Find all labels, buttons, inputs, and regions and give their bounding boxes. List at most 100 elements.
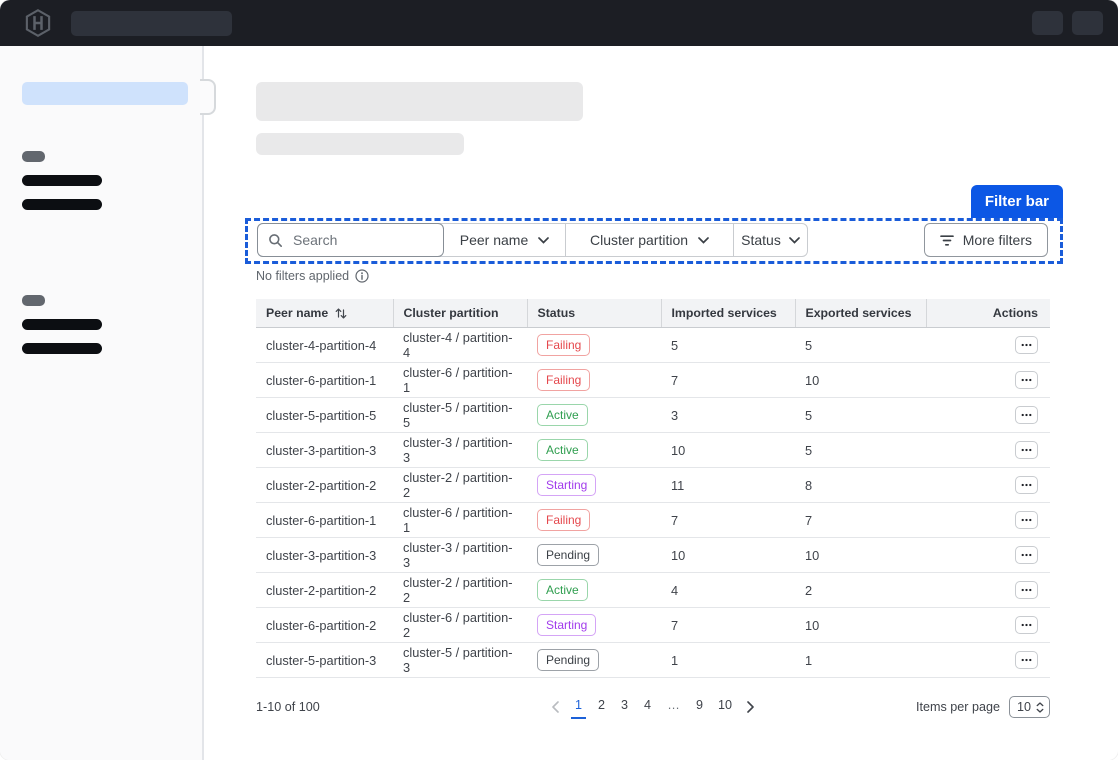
cell-exported-services: 10 <box>795 607 926 643</box>
page-button-2[interactable]: 2 <box>594 695 609 719</box>
column-header-status[interactable]: Status <box>526 299 661 328</box>
chevron-down-icon <box>698 236 709 244</box>
cell-cluster-partition: cluster-6 / partition-1 <box>393 362 527 398</box>
column-header-exported-services[interactable]: Exported services <box>794 299 926 328</box>
sidebar-skeleton-section-label <box>22 295 45 306</box>
sort-icon[interactable] <box>335 307 347 320</box>
row-actions-button[interactable] <box>1015 546 1038 564</box>
cell-actions <box>926 572 1050 608</box>
filter-dropdown-label: Peer name <box>459 232 529 248</box>
status-badge: Failing <box>537 509 591 531</box>
table-row: cluster-5-partition-5 cluster-5 / partit… <box>256 397 1050 433</box>
cell-peer-name: cluster-2-partition-2 <box>256 467 393 503</box>
column-header-actions: Actions <box>925 299 1050 328</box>
filter-dropdown-status[interactable]: Status <box>733 224 807 256</box>
cell-actions <box>926 327 1050 363</box>
cell-peer-name: cluster-5-partition-3 <box>256 642 393 678</box>
filter-dropdown-peer-name[interactable]: Peer name <box>444 224 565 256</box>
filter-lines-icon <box>939 234 954 246</box>
row-actions-button[interactable] <box>1015 371 1038 389</box>
page-button-10[interactable]: 10 <box>715 695 735 719</box>
row-actions-button[interactable] <box>1015 616 1038 634</box>
row-actions-button[interactable] <box>1015 651 1038 669</box>
status-badge: Active <box>537 439 588 461</box>
table-row: cluster-6-partition-1 cluster-6 / partit… <box>256 502 1050 538</box>
page-button-3[interactable]: 3 <box>617 695 632 719</box>
select-caret-icon <box>1036 701 1044 713</box>
search-input[interactable] <box>291 231 425 249</box>
filter-dropdown-label: Cluster partition <box>589 232 689 248</box>
column-header-cluster-partition[interactable]: Cluster partition <box>392 299 527 328</box>
row-actions-button[interactable] <box>1015 476 1038 494</box>
cell-peer-name: cluster-6-partition-1 <box>256 502 393 538</box>
cell-actions <box>926 607 1050 643</box>
more-filters-button[interactable]: More filters <box>923 223 1048 257</box>
info-icon[interactable] <box>355 269 369 283</box>
sidebar-skeleton-item <box>22 343 102 354</box>
cell-cluster-partition: cluster-2 / partition-2 <box>393 467 527 503</box>
sidebar-collapse-handle[interactable] <box>200 79 216 115</box>
ellipsis-icon <box>1021 588 1032 592</box>
page-button-9[interactable]: 9 <box>692 695 707 719</box>
cell-exported-services: 5 <box>795 397 926 433</box>
filter-dropdown-cluster-partition[interactable]: Cluster partition <box>565 224 733 256</box>
table-row: cluster-6-partition-2 cluster-6 / partit… <box>256 607 1050 643</box>
pagination-ellipsis: … <box>667 698 680 712</box>
items-per-page-select[interactable]: 10 <box>1008 696 1050 718</box>
table-header-row: Peer name Cluster partition Status Impor… <box>256 299 1050 328</box>
filter-bar-annotation: Filter bar Peer name <box>245 185 1063 264</box>
row-actions-button[interactable] <box>1015 581 1038 599</box>
status-badge: Pending <box>537 649 600 671</box>
cell-imported-services: 7 <box>661 607 795 643</box>
chevron-left-icon <box>552 701 559 713</box>
page-button-4[interactable]: 4 <box>640 695 655 719</box>
cell-cluster-partition: cluster-4 / partition-4 <box>393 327 527 363</box>
row-actions-button[interactable] <box>1015 441 1038 459</box>
chevron-down-icon <box>788 236 800 244</box>
cell-cluster-partition: cluster-3 / partition-3 <box>393 537 527 573</box>
items-per-page: Items per page 10 <box>916 696 1050 718</box>
cell-actions <box>926 467 1050 503</box>
sidebar-skeleton-item <box>22 199 102 210</box>
sidebar-skeleton-active-item <box>22 82 188 105</box>
cell-imported-services: 1 <box>661 642 795 678</box>
sidebar-skeleton-item <box>22 319 102 330</box>
row-actions-button[interactable] <box>1015 406 1038 424</box>
filters-status-row: No filters applied <box>256 269 1118 283</box>
navbar-skeleton-button-2 <box>1072 11 1103 35</box>
status-badge: Active <box>537 404 588 426</box>
cell-imported-services: 10 <box>661 537 795 573</box>
no-filters-text: No filters applied <box>256 269 350 283</box>
cell-cluster-partition: cluster-3 / partition-3 <box>393 432 527 468</box>
row-actions-button[interactable] <box>1015 336 1038 354</box>
cell-imported-services: 3 <box>661 397 795 433</box>
status-badge: Starting <box>537 614 597 636</box>
cell-exported-services: 10 <box>795 362 926 398</box>
top-navbar <box>0 0 1118 46</box>
table-row: cluster-6-partition-1 cluster-6 / partit… <box>256 362 1050 398</box>
column-header-imported-services[interactable]: Imported services <box>660 299 795 328</box>
navbar-skeleton-button-1 <box>1032 11 1063 35</box>
ellipsis-icon <box>1021 448 1032 452</box>
cell-exported-services: 2 <box>795 572 926 608</box>
filter-controls-group: Peer name Cluster partition Status <box>257 223 808 257</box>
sidebar-skeleton-section-2 <box>22 295 202 354</box>
cell-cluster-partition: cluster-5 / partition-3 <box>393 642 527 678</box>
search-input-wrapper[interactable] <box>257 223 444 257</box>
page-button-1[interactable]: 1 <box>570 695 586 719</box>
table-row: cluster-5-partition-3 cluster-5 / partit… <box>256 642 1050 678</box>
ellipsis-icon <box>1021 518 1032 522</box>
filter-bar-annotation-label: Filter bar <box>970 185 1063 218</box>
cell-status: Active <box>527 432 661 468</box>
next-page-button[interactable] <box>743 701 758 713</box>
cell-peer-name: cluster-6-partition-1 <box>256 362 393 398</box>
cell-status: Failing <box>527 327 661 363</box>
sidebar-skeleton-section-1 <box>22 151 202 210</box>
previous-page-button[interactable] <box>548 701 563 713</box>
cell-exported-services: 1 <box>795 642 926 678</box>
peers-table: Peer name Cluster partition Status Impor… <box>256 299 1050 678</box>
ellipsis-icon <box>1021 483 1032 487</box>
row-actions-button[interactable] <box>1015 511 1038 529</box>
column-header-peer-name[interactable]: Peer name <box>256 299 393 328</box>
